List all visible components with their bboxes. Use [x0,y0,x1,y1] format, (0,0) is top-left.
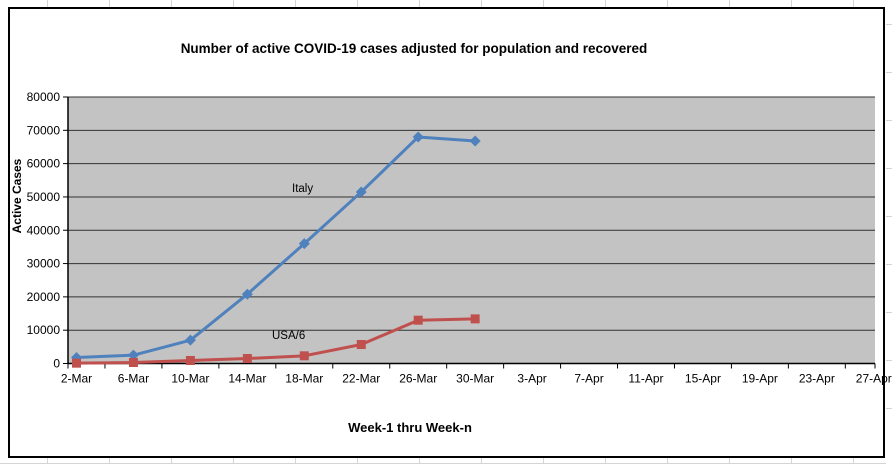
series-label: USA/6 [272,330,305,342]
data-point-square [356,340,366,350]
series-line-usa-6 [76,317,476,365]
series-line-italy [76,135,476,360]
x-tick-label: 11-Apr [628,372,663,386]
data-point-square [128,358,138,368]
y-tick-label: 70000 [27,123,61,137]
data-point-diamond [241,288,253,300]
data-point-diamond [469,135,481,147]
x-tick-label: 3-Apr [517,372,546,386]
x-tick-label: 15-Apr [685,372,721,386]
y-tick-label: 10000 [27,323,61,337]
data-point-diamond [184,334,196,346]
x-tick-label: 26-Mar [399,372,437,386]
data-point-square [470,314,480,324]
x-tick-label: 27-Apr [856,372,892,386]
data-point-square [413,315,423,325]
data-point-square [299,351,309,361]
spreadsheet-gridlines-top [0,0,892,7]
x-tick-label: 6-Mar [118,372,149,386]
x-axis-title: Week-1 thru Week-n [348,420,472,435]
series-label: Italy [292,183,313,195]
y-tick-label: 20000 [27,290,61,304]
x-tick-label: 23-Apr [799,372,835,386]
y-tick-label: 40000 [27,223,61,237]
x-tick-label: 14-Mar [228,372,266,386]
data-point-square [72,358,81,368]
data-point-square [185,356,195,366]
data-point-square [242,354,252,364]
x-tick-label: 2-Mar [61,372,92,386]
y-tick-label: 0 [53,357,60,371]
x-tick-label: 10-Mar [171,372,209,386]
y-tick-label: 80000 [27,90,61,104]
spreadsheet-gridlines-right [886,0,892,464]
y-tick-label: 50000 [27,190,61,204]
x-tick-label: 30-Mar [456,372,494,386]
y-tick-label: 30000 [27,257,61,271]
x-tick-label: 18-Mar [285,372,323,386]
x-tick-label: 7-Apr [574,372,603,386]
chart-title: Number of active COVID-19 cases adjusted… [180,41,648,56]
data-point-diamond [412,131,424,143]
data-point-diamond [298,238,310,250]
y-tick-label: 60000 [27,157,61,171]
x-tick-label: 22-Mar [342,372,380,386]
x-tick-label: 19-Apr [742,372,778,386]
data-point-diamond [127,349,139,361]
data-point-diamond [355,186,367,198]
